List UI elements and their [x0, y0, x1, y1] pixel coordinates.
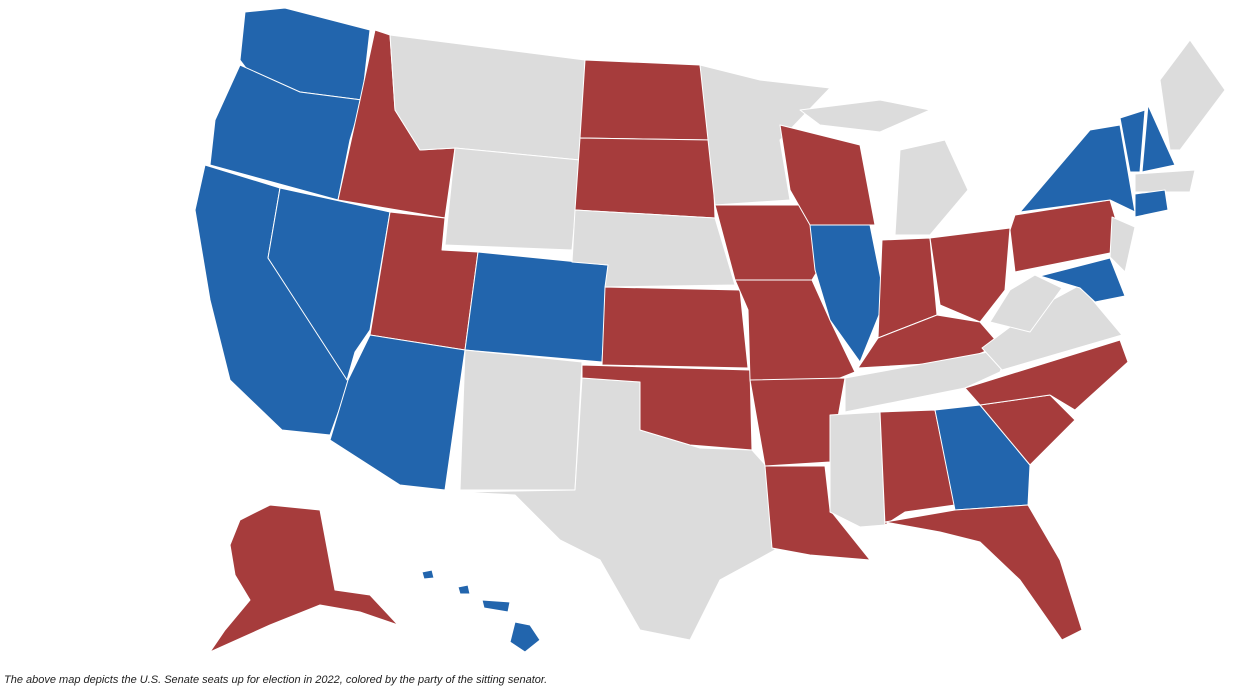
state [844, 347, 1011, 413]
island [481, 599, 511, 613]
island [457, 584, 471, 595]
state [464, 251, 609, 363]
us-map [194, 7, 1226, 653]
state [444, 147, 581, 251]
state [209, 64, 363, 201]
state [989, 274, 1063, 333]
state [1141, 104, 1176, 173]
state [764, 465, 871, 561]
state [574, 137, 716, 219]
state [964, 339, 1129, 411]
state [829, 411, 886, 528]
state [579, 59, 713, 141]
state [459, 349, 583, 491]
state [734, 279, 856, 381]
island [421, 569, 435, 580]
state [1134, 169, 1196, 193]
state [809, 224, 886, 363]
state [1134, 189, 1169, 218]
state [1119, 109, 1146, 173]
state [1159, 39, 1226, 151]
state [799, 99, 931, 133]
state [1019, 124, 1136, 213]
state [884, 504, 1083, 641]
state [929, 227, 1011, 323]
state [934, 404, 1031, 511]
state [879, 409, 956, 526]
island [509, 621, 541, 653]
state [389, 34, 586, 161]
caption: The above map depicts the U.S. Senate se… [4, 674, 548, 686]
state [1039, 257, 1126, 303]
state [601, 286, 749, 369]
state [209, 504, 399, 653]
state [1109, 216, 1136, 273]
state [894, 139, 969, 236]
